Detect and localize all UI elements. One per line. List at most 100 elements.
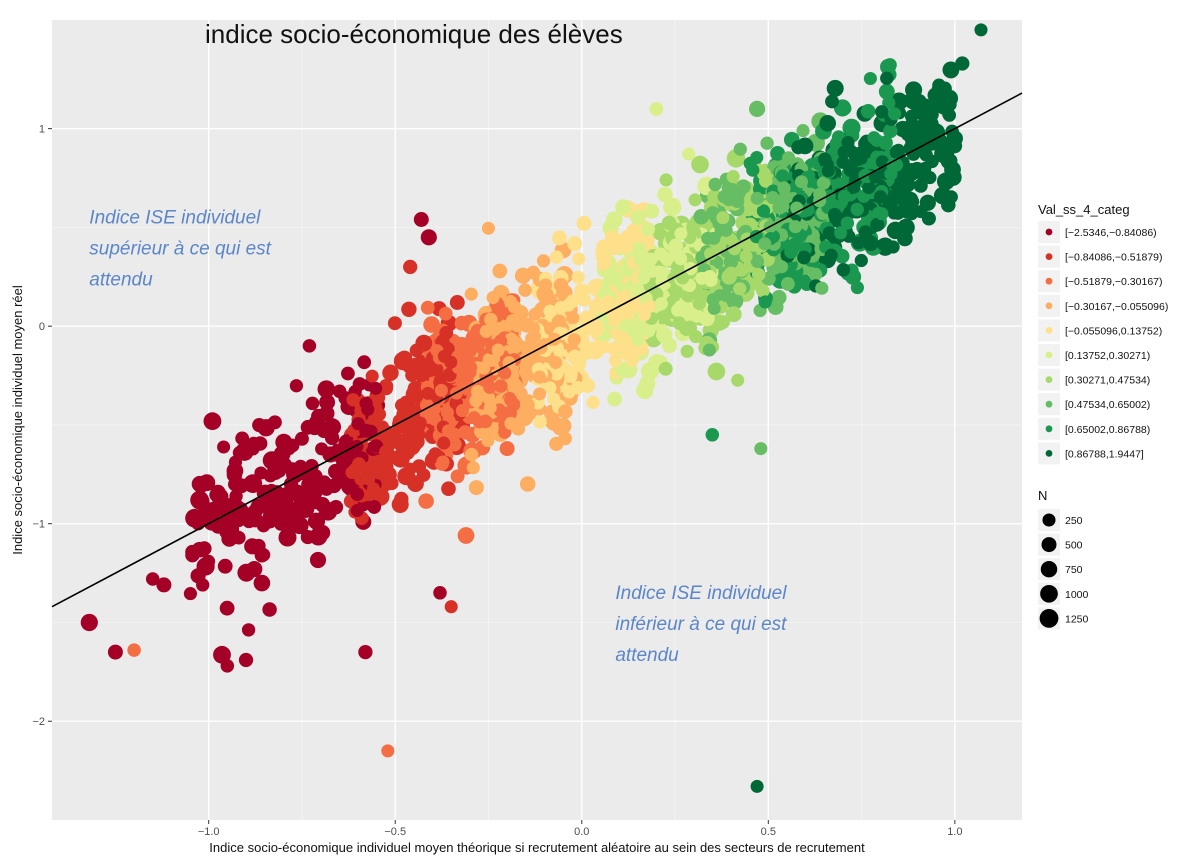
annotation-line: attendu [89, 269, 153, 290]
data-point [887, 189, 902, 204]
legend-color-swatch [1045, 425, 1053, 433]
data-point [232, 530, 246, 545]
data-point [351, 417, 365, 431]
data-point [689, 308, 704, 323]
data-point [838, 101, 852, 116]
data-point [282, 442, 296, 456]
data-point [576, 216, 592, 231]
data-point [905, 162, 919, 177]
data-point [364, 424, 378, 438]
data-point [263, 515, 277, 529]
data-point [932, 78, 946, 93]
data-point [268, 457, 282, 471]
data-point [718, 288, 733, 302]
data-point [587, 279, 603, 295]
data-point [754, 442, 768, 456]
data-point [567, 333, 581, 347]
data-point [945, 124, 959, 139]
data-point [631, 283, 645, 297]
data-point [840, 216, 855, 230]
data-point [974, 23, 988, 37]
data-point [862, 235, 879, 252]
annotation-line: Indice ISE individuel [89, 207, 261, 228]
data-point [862, 181, 876, 195]
data-point [246, 561, 263, 578]
data-point [681, 288, 695, 303]
data-point [942, 61, 960, 79]
data-point [407, 380, 424, 397]
data-point [521, 398, 535, 412]
data-point [705, 428, 720, 442]
data-point [420, 300, 435, 315]
data-point [466, 461, 480, 475]
data-point [464, 287, 478, 301]
data-point [825, 94, 839, 109]
data-point [533, 415, 547, 429]
data-point [309, 551, 327, 569]
annotation-text-2: Indice ISE individuel inférieur à ce qui … [615, 583, 787, 666]
annotation-line: inférieur à ce qui est [615, 614, 787, 635]
legend-size-swatch [1040, 560, 1058, 578]
data-point [498, 366, 512, 380]
data-point [217, 558, 233, 574]
data-point [708, 177, 722, 192]
data-point [241, 623, 256, 637]
data-point [532, 370, 547, 384]
data-point [381, 744, 395, 758]
data-point [413, 416, 427, 430]
data-point [504, 416, 518, 431]
data-point [525, 331, 539, 346]
data-point [558, 404, 573, 419]
legend-color-label: [0.86788,1.9447] [1065, 448, 1144, 460]
data-point [914, 205, 928, 219]
data-point [437, 436, 451, 450]
data-point [107, 644, 123, 660]
data-point [661, 337, 678, 354]
data-point [193, 493, 208, 508]
data-point [657, 186, 673, 203]
data-point [543, 304, 557, 318]
data-point [156, 577, 172, 593]
data-point [860, 103, 876, 119]
data-point [782, 151, 796, 165]
data-point [219, 600, 235, 616]
data-point [663, 197, 682, 217]
data-point [345, 465, 359, 480]
data-point [262, 602, 277, 617]
data-point [201, 554, 216, 569]
data-point [674, 227, 688, 241]
size-legend-items: 250 500 750 1000 1250 [1038, 509, 1089, 630]
data-point [476, 361, 491, 375]
data-point [706, 293, 720, 307]
data-point [357, 355, 372, 370]
data-point [398, 445, 412, 459]
legend-color-swatch [1045, 376, 1053, 383]
data-point [362, 472, 376, 486]
data-point [822, 226, 837, 241]
annotation-line: supérieur à ce qui est [89, 238, 271, 259]
data-point [317, 475, 332, 489]
legend-size-swatch [1040, 584, 1058, 603]
data-point [551, 230, 567, 246]
data-point [598, 251, 612, 265]
data-point [305, 396, 320, 411]
data-point [526, 265, 541, 280]
data-point [533, 387, 547, 401]
data-point [863, 71, 877, 86]
data-point [403, 462, 417, 476]
data-point [850, 202, 864, 217]
legend-color-swatch [1045, 277, 1053, 285]
data-point [606, 341, 620, 356]
data-point [369, 381, 383, 395]
data-point [739, 249, 753, 263]
data-point [401, 301, 417, 317]
data-point [631, 333, 645, 347]
legend-color-label: [−0.84086,−0.51879) [1065, 252, 1163, 264]
data-point [409, 437, 423, 452]
data-point [688, 193, 702, 207]
data-point [486, 291, 500, 305]
legend-color-label: [−0.055096,0.13752) [1065, 325, 1162, 337]
data-point [372, 466, 386, 480]
data-point [552, 420, 568, 436]
